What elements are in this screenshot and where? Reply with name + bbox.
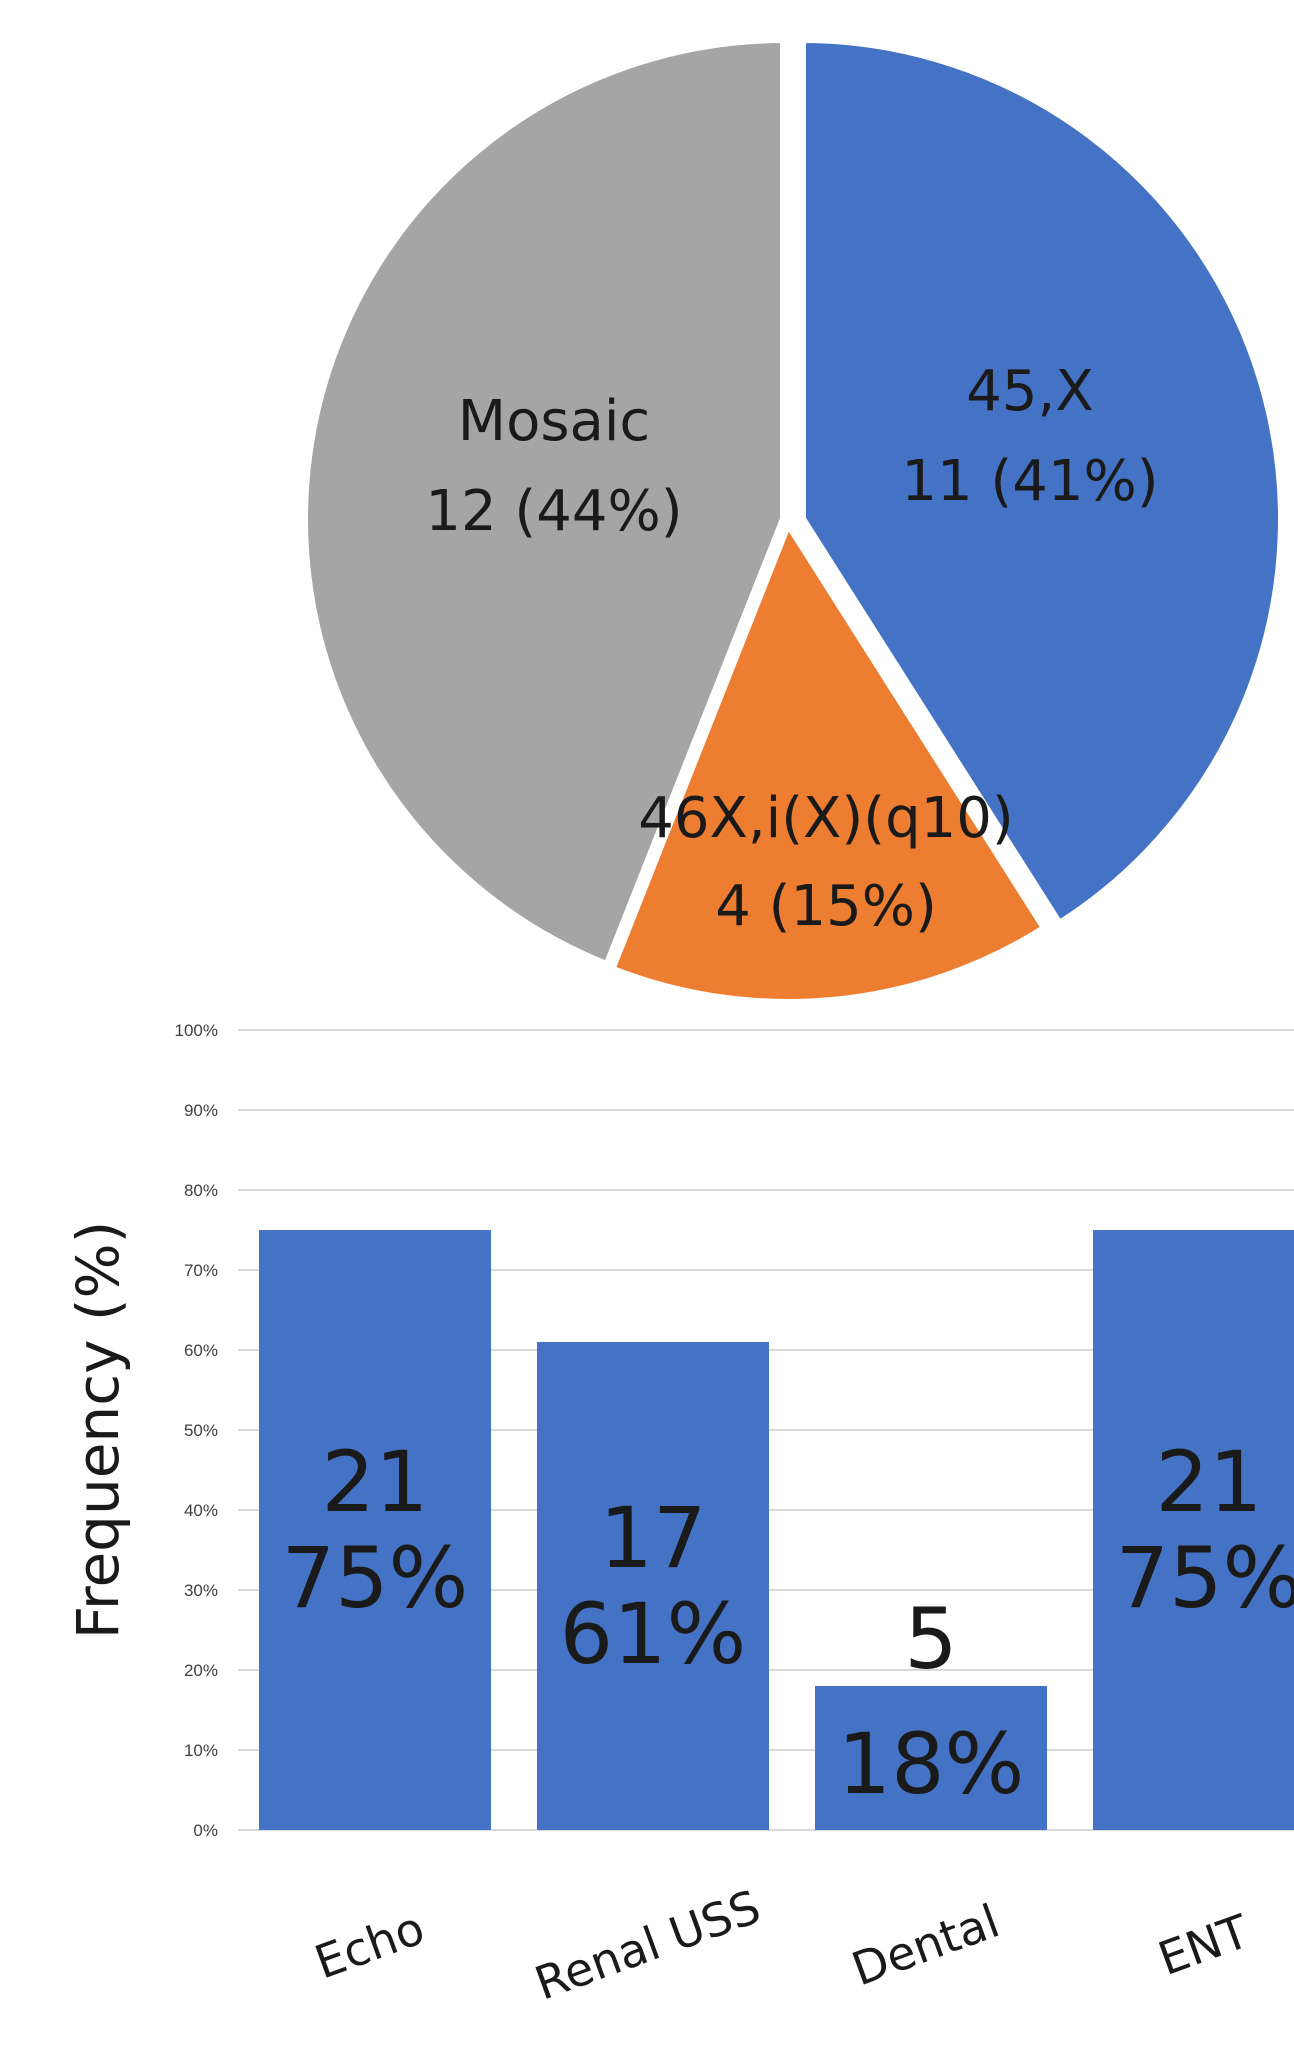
y-tick-label: 50% (184, 1421, 218, 1440)
bar-percent-label-dental: 18% (838, 1715, 1025, 1813)
x-category-label-ent: ENT (1151, 1904, 1256, 1986)
pie-label-name-45-x: 45,X (966, 359, 1093, 424)
y-axis-title: Frequency (%) (64, 1221, 132, 1639)
y-tick-label: 30% (184, 1581, 218, 1600)
bar-dental (815, 1686, 1047, 1830)
y-tick-label: 0% (193, 1821, 218, 1840)
pie-label-value-46x-i-x-q10: 4 (15%) (715, 874, 937, 939)
pie-label-name-mosaic: Mosaic (458, 389, 650, 454)
bar-count-label-echo: 21 (322, 1433, 429, 1531)
y-tick-label: 100% (175, 1021, 218, 1040)
bar-percent-label-renal-uss: 61% (560, 1585, 747, 1683)
bar-count-label-renal-uss: 17 (600, 1489, 707, 1587)
pie-slice-45-x (798, 34, 1286, 930)
bar-renal-uss (537, 1342, 769, 1830)
pie-chart: 45,X 11 (41%) 46X,i(X)(q10) 4 (15%) Mosaic 12… (300, 34, 1286, 1000)
x-category-label-renal-uss: Renal USS (528, 1879, 767, 2010)
pie-label-name-46x-i-x-q10: 46X,i(X)(q10) (638, 786, 1014, 851)
bar-percent-label-ent: 75% (1116, 1529, 1294, 1627)
bar-ent (1093, 1230, 1294, 1830)
pie-slice-46x-i-x-q10 (606, 514, 1051, 1000)
pie-label-value-mosaic: 12 (44%) (425, 479, 682, 544)
y-tick-label: 10% (184, 1741, 218, 1760)
pie-slice-mosaic (300, 34, 788, 971)
y-tick-label: 90% (184, 1101, 218, 1120)
bar-percent-label-echo: 75% (282, 1529, 469, 1627)
y-tick-label: 70% (184, 1261, 218, 1280)
y-tick-label: 60% (184, 1341, 218, 1360)
bar-count-label-dental: 5 (904, 1590, 957, 1688)
bar-count-label-ent: 21 (1156, 1433, 1263, 1531)
y-tick-label: 80% (184, 1181, 218, 1200)
x-category-label-dental: Dental (845, 1894, 1006, 1997)
y-tick-label: 40% (184, 1501, 218, 1520)
bar-echo (259, 1230, 491, 1830)
x-category-label-echo: Echo (308, 1900, 431, 1989)
pie-label-value-45-x: 11 (41%) (901, 449, 1158, 514)
y-tick-label: 20% (184, 1661, 218, 1680)
bar-chart: 0%10%20%30%40%50%60%70%80%90%100%2175%Ec… (64, 1021, 1294, 2011)
